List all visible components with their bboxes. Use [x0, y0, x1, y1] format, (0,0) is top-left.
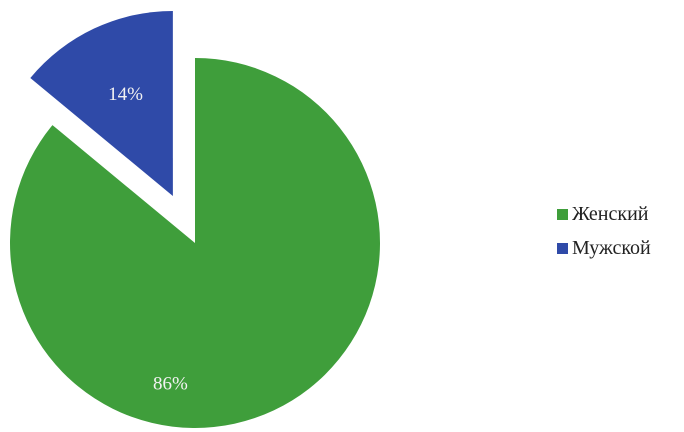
pie-data-labels: 86% 14%	[108, 84, 188, 395]
pie-slice-female	[9, 58, 381, 428]
legend-swatch-female	[557, 208, 568, 220]
legend-item-male: Мужской	[557, 234, 651, 262]
data-label-female: 86%	[153, 374, 188, 395]
legend-label-male: Мужской	[572, 236, 651, 259]
data-label-male: 14%	[108, 84, 143, 105]
legend-item-female: Женский	[557, 200, 651, 228]
pie-slices	[9, 10, 381, 428]
chart-legend: Женский Мужской	[557, 200, 651, 268]
pie-slice-male	[30, 10, 173, 196]
legend-swatch-male	[557, 242, 568, 254]
legend-label-female: Женский	[572, 202, 649, 225]
